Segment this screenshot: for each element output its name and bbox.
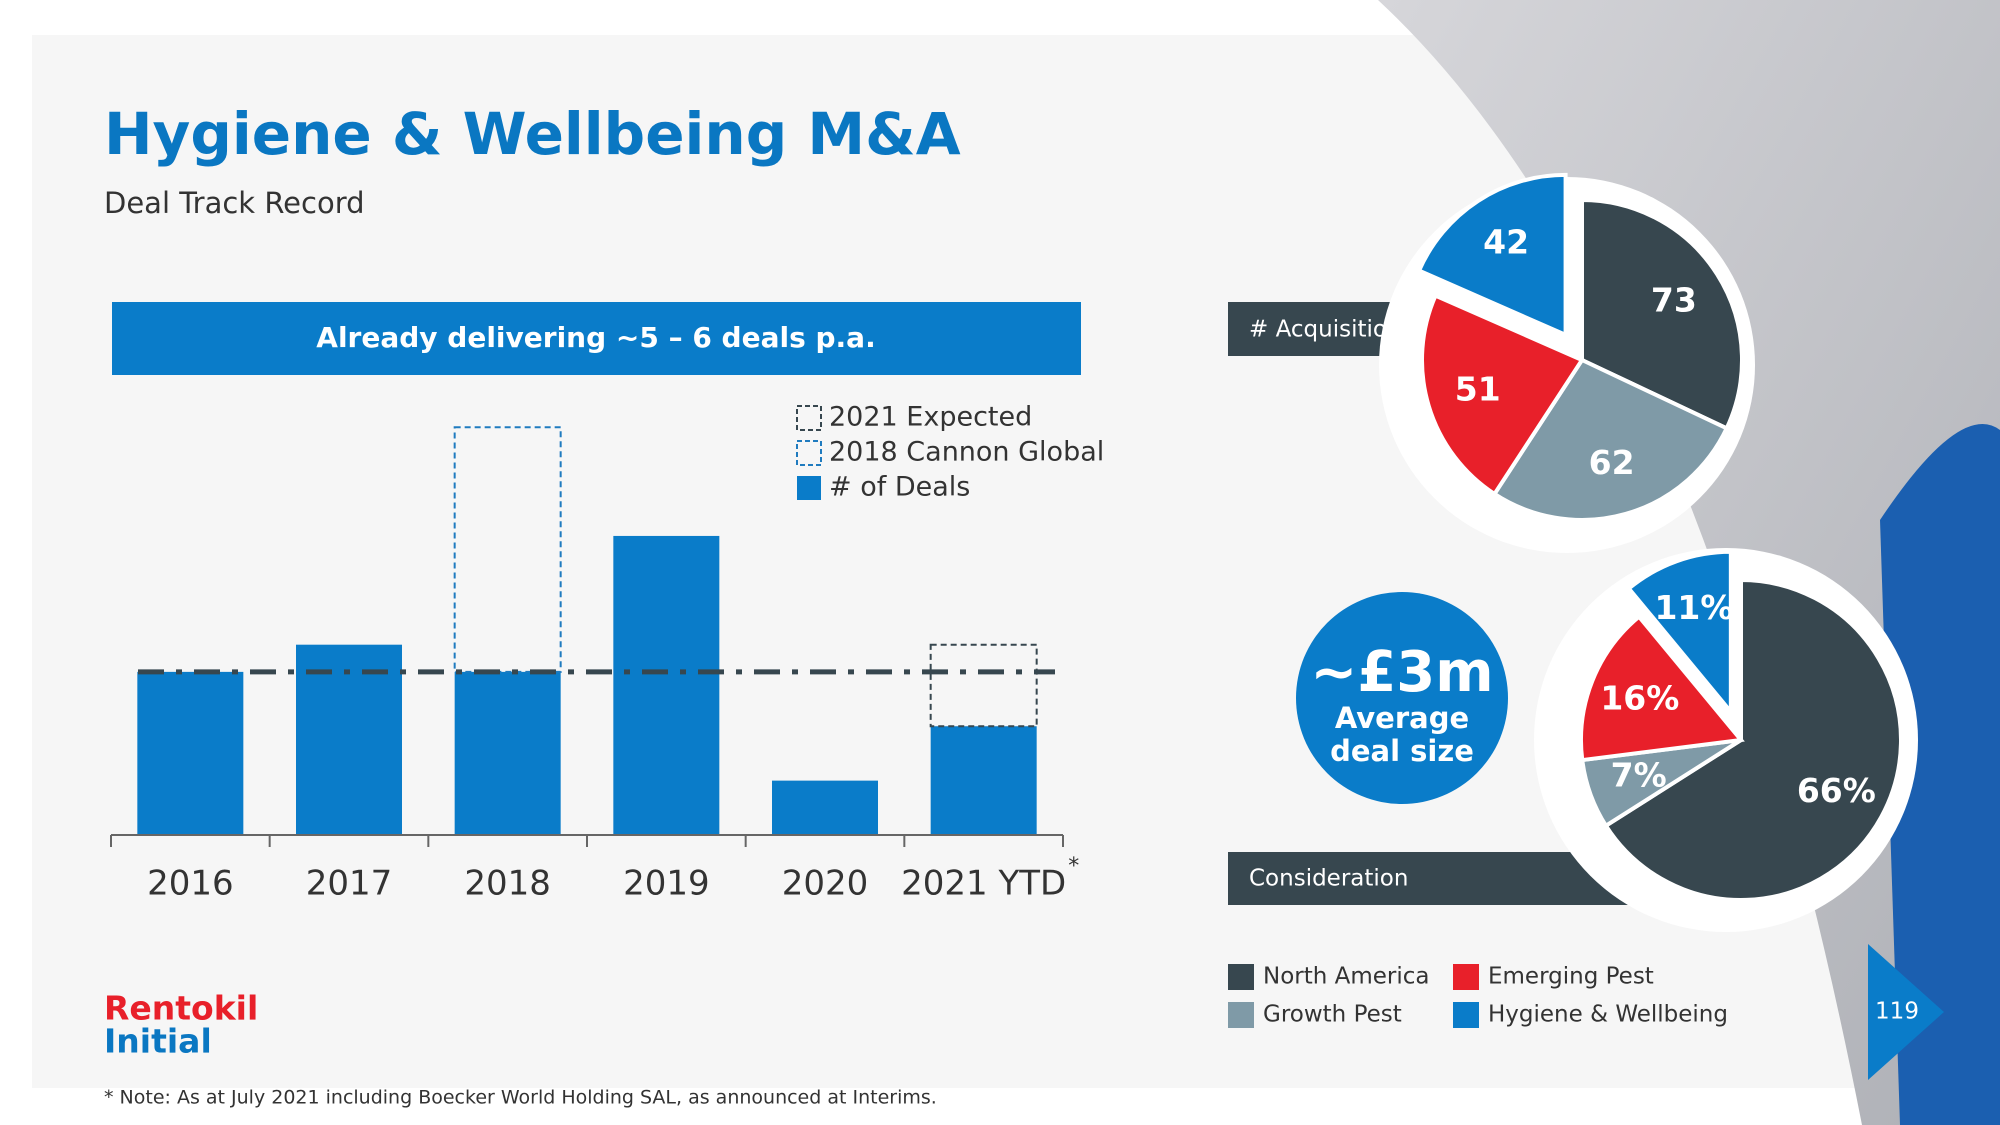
footnote-marker: * — [1068, 854, 1079, 879]
pie-slice — [1420, 293, 1585, 497]
x-tick-label: 2021 YTD — [901, 864, 1066, 904]
legend-swatch — [1228, 1002, 1254, 1028]
x-tick-label: 2018 — [464, 864, 551, 904]
data-label: 51 — [1455, 370, 1501, 409]
legend-swatch — [1453, 1002, 1479, 1028]
pie-slice — [1578, 613, 1745, 763]
legend-swatch — [1453, 964, 1479, 990]
pie-slice — [1491, 357, 1730, 522]
subtitle: Deal Track Record — [104, 186, 365, 220]
page-number: 119 — [1875, 999, 1919, 1025]
photo-figure — [1880, 424, 2000, 1125]
pie-slice — [1416, 172, 1568, 338]
x-tick-label: 2016 — [147, 864, 234, 904]
logo: Initial — [104, 1022, 212, 1061]
pie-slice — [1603, 577, 1903, 902]
pie-slice — [1626, 549, 1733, 718]
legend-swatch — [796, 440, 822, 466]
logo: Rentokil — [104, 989, 258, 1028]
legend-label: # of Deals — [829, 472, 970, 503]
legend-label: Hygiene & Wellbeing — [1488, 1002, 1728, 1028]
data-label: 66% — [1797, 771, 1876, 810]
bar — [772, 780, 878, 835]
data-label: 11% — [1654, 588, 1733, 627]
x-tick-label: 2017 — [306, 864, 393, 904]
bar — [137, 671, 244, 835]
page-marker — [1868, 944, 1944, 1080]
legend-swatch — [796, 405, 822, 431]
data-label: 16% — [1600, 678, 1679, 717]
legend-label: North America — [1263, 964, 1430, 990]
legend-swatch — [1228, 964, 1254, 990]
bar — [296, 644, 402, 835]
bar — [929, 643, 1038, 728]
legend-label: 2021 Expected — [829, 402, 1032, 433]
footnote: * Note: As at July 2021 including Boecke… — [104, 1087, 937, 1109]
x-tick-label: 2019 — [623, 864, 710, 904]
bar — [930, 726, 1037, 835]
data-label: 42 — [1483, 222, 1529, 261]
data-label: 73 — [1651, 280, 1697, 319]
bar — [613, 535, 720, 835]
legend-label: 2018 Cannon Global — [829, 437, 1104, 468]
legend-label: Growth Pest — [1263, 1002, 1402, 1028]
highlight-caption: Average deal size — [1330, 701, 1474, 768]
highlight-circle — [1296, 592, 1508, 804]
banner-text: Already delivering ~5 – 6 deals p.a. — [316, 321, 875, 354]
legend-swatch — [797, 476, 821, 500]
banner — [112, 302, 1081, 375]
highlight-value: ~£3m — [1310, 640, 1494, 705]
bar — [454, 671, 561, 835]
data-label: 7% — [1611, 755, 1667, 794]
bar — [453, 426, 562, 673]
x-tick-label: 2020 — [782, 864, 869, 904]
pie-slice — [1580, 197, 1744, 431]
legend-label: Emerging Pest — [1488, 964, 1654, 990]
title: Hygiene & Wellbeing M&A — [104, 100, 961, 168]
data-label: 62 — [1589, 443, 1635, 482]
pie-label: Consideration — [1249, 866, 1408, 892]
